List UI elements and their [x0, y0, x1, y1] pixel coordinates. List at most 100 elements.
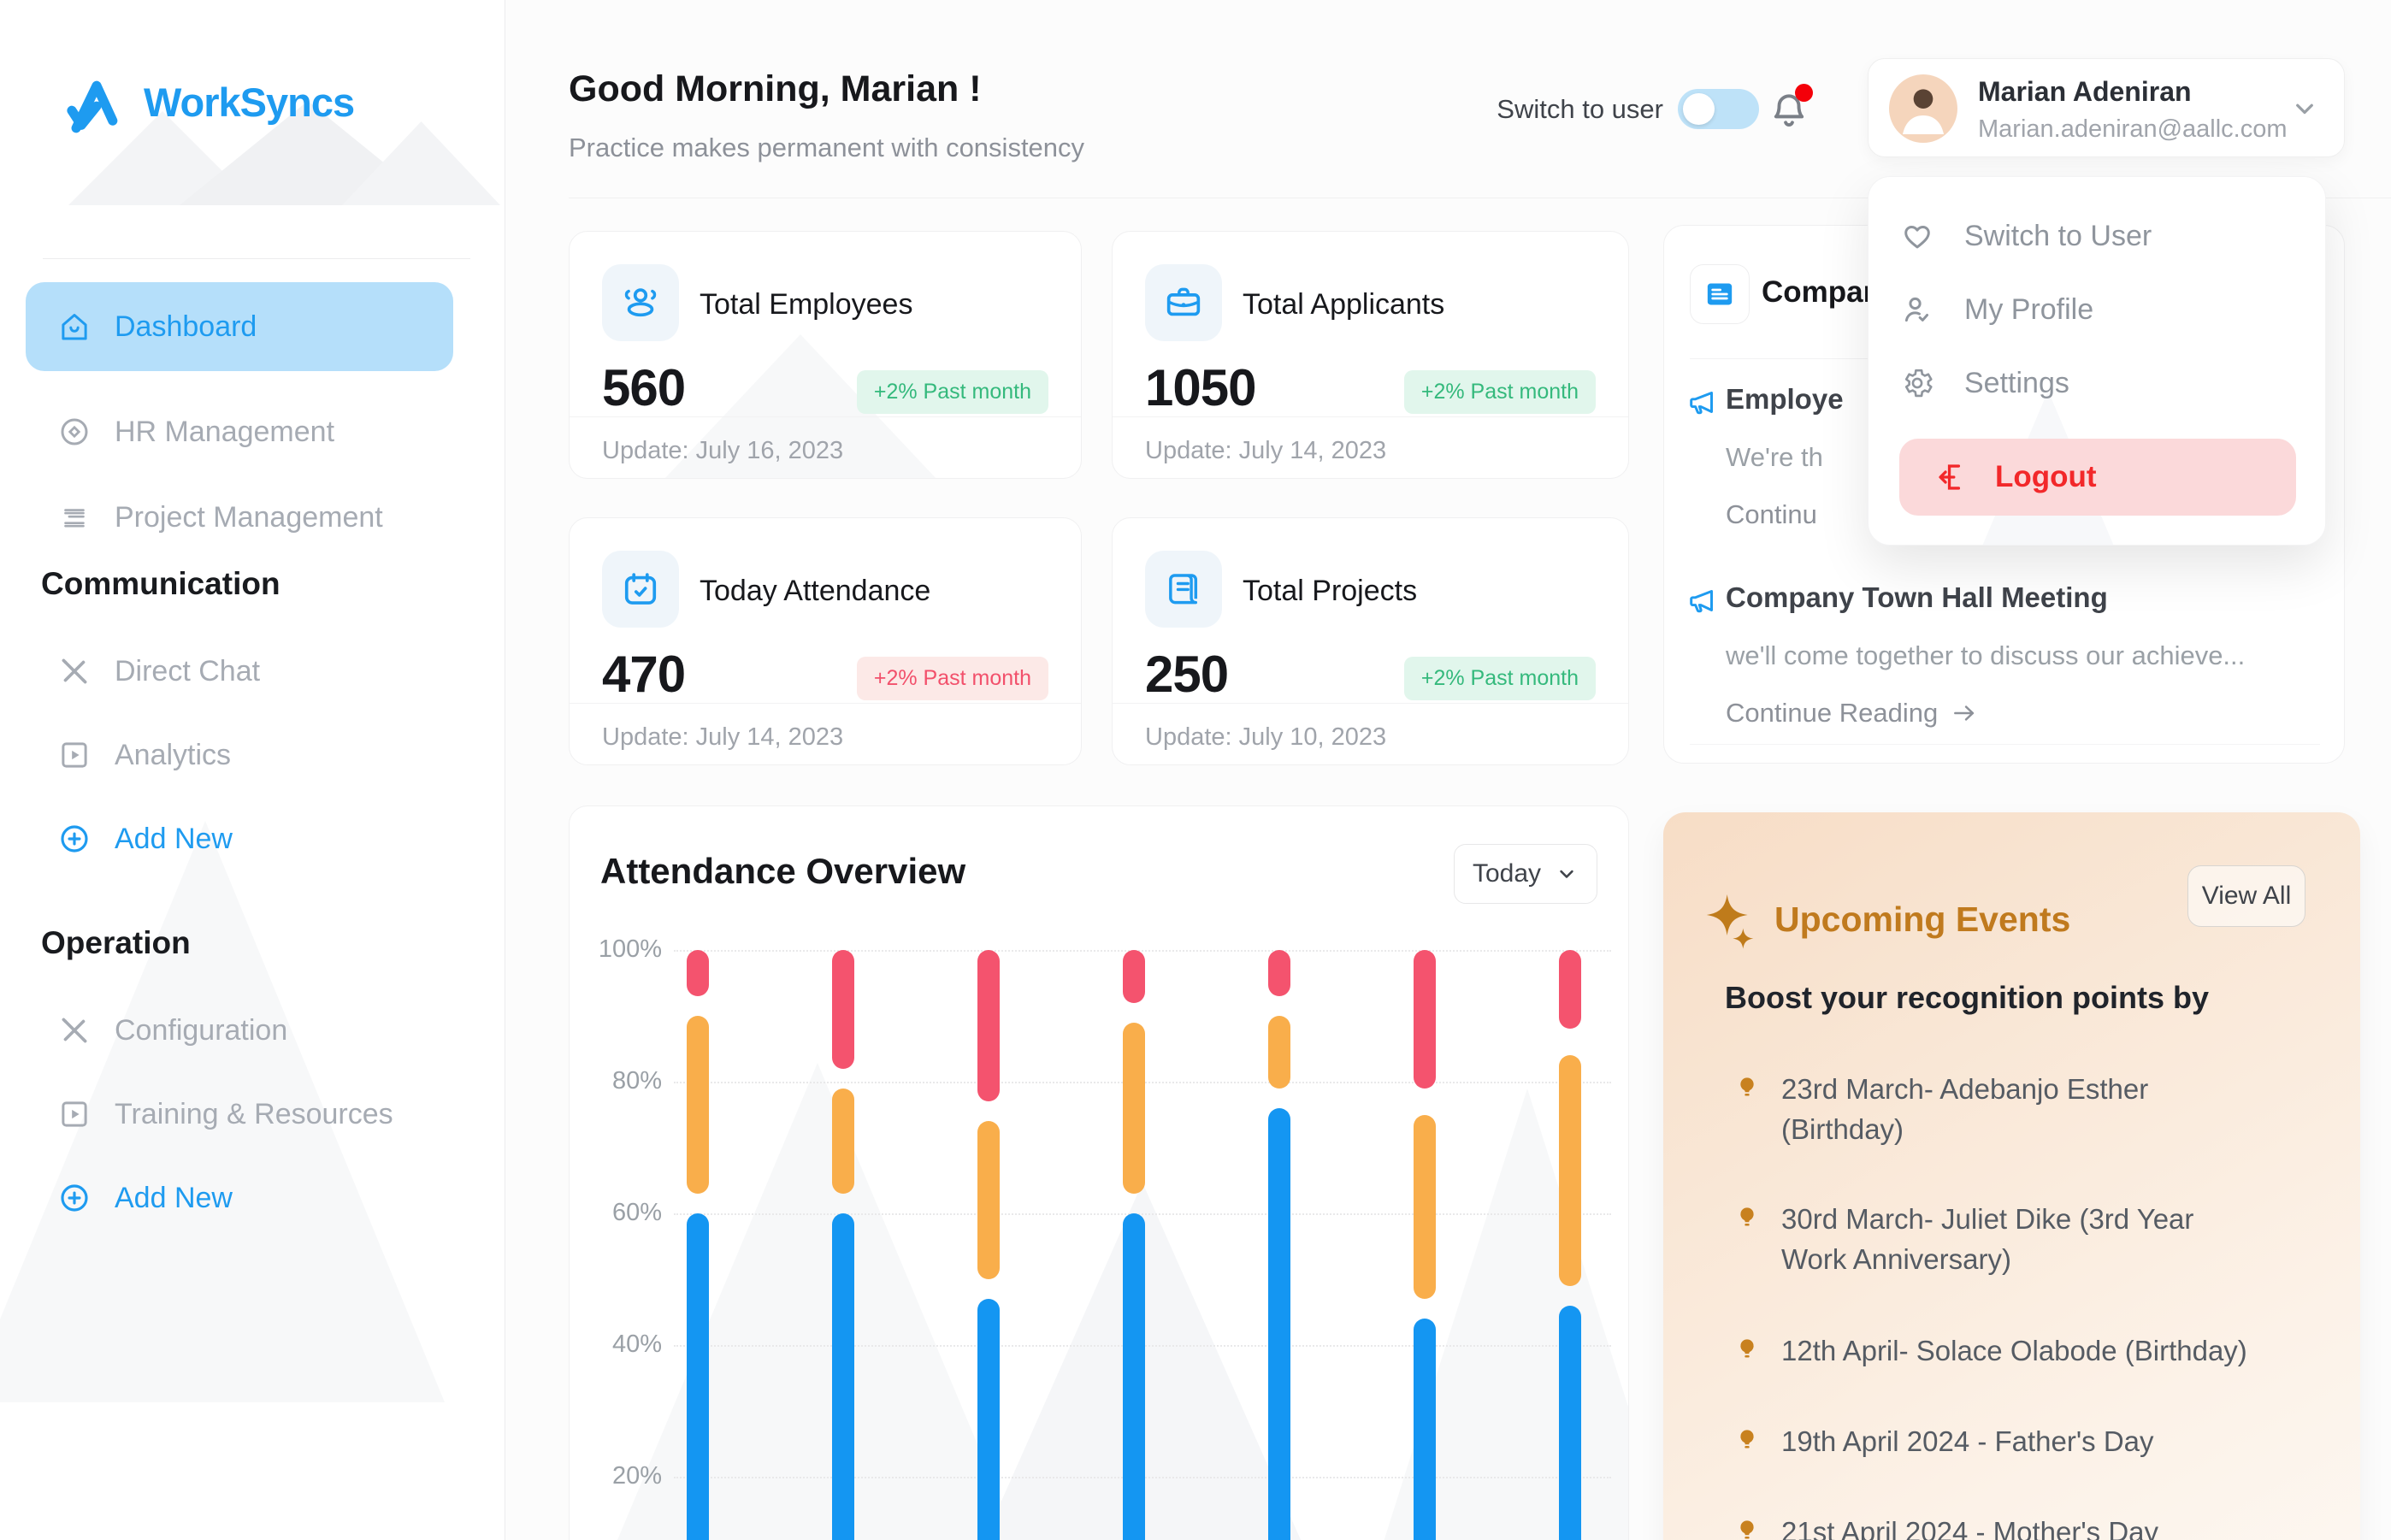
menu-item-settings[interactable]: Settings	[1899, 358, 2293, 408]
sidebar-item-add-new-operation[interactable]: Add New	[26, 1165, 453, 1231]
sidebar-item-analytics[interactable]: Analytics	[26, 722, 453, 788]
sidebar-item-label: HR Management	[115, 415, 335, 448]
y-axis-tick: 60%	[611, 1199, 662, 1226]
menu-item-label: My Profile	[1964, 292, 2094, 326]
page-greeting: Good Morning, Marian !	[569, 68, 982, 109]
heart-icon	[1904, 226, 1930, 249]
stat-card-total-employees: Total Employees 560 +2% Past month Updat…	[569, 231, 1082, 479]
menu-item-my-profile[interactable]: My Profile	[1899, 285, 2293, 334]
logout-label: Logout	[1995, 460, 2097, 493]
link-label: Continu	[1726, 499, 1817, 529]
stat-card-today-attendance: Today Attendance 470 +2% Past month Upda…	[569, 517, 1082, 765]
gridline	[674, 950, 1611, 952]
attendance-overview-card: Attendance Overview Today 100% 80% 60% 40% 2…	[569, 805, 1629, 1540]
y-axis-tick: 20%	[611, 1462, 662, 1490]
announcement-continue-link[interactable]: Continue Reading	[1726, 698, 1979, 729]
sidebar-item-label: Add New	[115, 1181, 233, 1214]
menu-item-switch-to-user[interactable]: Switch to User	[1899, 211, 2293, 261]
megaphone-icon	[1685, 583, 1721, 619]
plus-circle-icon	[56, 1180, 92, 1216]
bar-segment-top-segment	[1559, 950, 1581, 1030]
switch-to-user-toggle[interactable]	[1678, 89, 1759, 129]
megaphone-icon	[1685, 385, 1721, 421]
chart-range-select[interactable]: Today	[1454, 844, 1597, 904]
event-text: (Birthday)	[1781, 1113, 1904, 1145]
sidebar-item-label: Direct Chat	[115, 654, 261, 687]
lightbulb-icon	[1740, 1430, 1754, 1449]
event-item: 21st April 2024 - Mother's Day	[1732, 1512, 2158, 1540]
tools-icon	[56, 653, 92, 689]
sidebar-divider	[43, 258, 470, 259]
stat-update: Update: July 14, 2023	[1145, 437, 1387, 464]
bar-segment-bottom-segment	[1559, 1305, 1581, 1540]
view-all-button[interactable]: View All	[2187, 865, 2305, 927]
chevron-down-icon[interactable]	[2289, 93, 2320, 124]
sidebar-item-project-management[interactable]: Project Management	[26, 484, 453, 551]
notifications-button[interactable]	[1767, 84, 1815, 139]
play-square-icon	[56, 737, 92, 773]
stat-title: Total Employees	[700, 288, 913, 321]
stat-update: Update: July 16, 2023	[602, 437, 844, 464]
event-text: 19th April 2024 - Father's Day	[1781, 1425, 2154, 1457]
sidebar-item-dashboard[interactable]: Dashboard	[26, 282, 453, 371]
logout-icon	[1939, 464, 1961, 490]
scroll-icon	[1145, 551, 1222, 628]
bar-segment-top-segment	[1268, 950, 1290, 996]
lightbulb-icon	[1740, 1520, 1754, 1539]
stat-update: Update: July 10, 2023	[1145, 723, 1387, 751]
sidebar-item-label: Project Management	[115, 500, 383, 534]
announcement-title: Company Town Hall Meeting	[1726, 581, 2108, 613]
event-text: 12th April- Solace Olabode (Birthday)	[1781, 1335, 2247, 1366]
stat-badge: +2% Past month	[856, 657, 1048, 700]
chart-title: Attendance Overview	[600, 851, 966, 891]
announcement-body: we'll come together to discuss our achie…	[1726, 640, 2246, 670]
user-menu-trigger[interactable]: Marian Adeniran Marian.adeniran@aallc.co…	[1868, 58, 2345, 157]
lightbulb-icon	[1740, 1339, 1754, 1358]
bar-segment-bottom-segment	[832, 1213, 854, 1540]
event-item: 19th April 2024 - Father's Day	[1732, 1421, 2154, 1461]
avatar	[1889, 74, 1957, 143]
play-square-icon	[56, 1096, 92, 1132]
stat-badge: +2% Past month	[1403, 657, 1596, 700]
sidebar-item-label: Configuration	[115, 1013, 288, 1047]
switch-to-user-label: Switch to user	[1497, 94, 1663, 124]
announcement-title: Employe	[1726, 383, 1844, 415]
event-text: 30rd March- Juliet Dike (3rd Year	[1781, 1203, 2194, 1235]
bar-segment-bottom-segment	[1414, 1319, 1436, 1540]
document-icon	[1690, 264, 1750, 324]
sidebar-section-operation: Operation	[41, 925, 191, 960]
events-heading: Boost your recognition points by	[1725, 980, 2209, 1015]
sidebar-item-label: Training & Resources	[115, 1097, 393, 1130]
card-divider	[1113, 703, 1628, 704]
list-icon	[56, 499, 92, 535]
y-axis-tick: 80%	[611, 1067, 662, 1095]
sidebar: WorkSyncs Dashboard HR Management Projec…	[0, 0, 505, 1540]
menu-item-label: Settings	[1964, 366, 2069, 399]
plus-circle-icon	[56, 821, 92, 857]
home-icon	[56, 309, 92, 345]
bar-segment-bottom-segment	[977, 1299, 1000, 1540]
target-icon	[56, 414, 92, 450]
sidebar-item-training-resources[interactable]: Training & Resources	[26, 1081, 453, 1148]
sidebar-item-add-new-communication[interactable]: Add New	[26, 805, 453, 872]
bar-segment-top-segment	[687, 950, 709, 996]
sidebar-item-direct-chat[interactable]: Direct Chat	[26, 638, 453, 705]
bar-segment-middle-segment	[977, 1121, 1000, 1279]
profile-dropdown-menu: Switch to User My Profile Settings Logou…	[1868, 176, 2326, 546]
sidebar-item-configuration[interactable]: Configuration	[26, 997, 453, 1064]
sidebar-section-communication: Communication	[41, 566, 280, 601]
upcoming-events-card: Upcoming Events View All Boost your reco…	[1663, 812, 2360, 1540]
stat-title: Today Attendance	[700, 575, 931, 607]
bar-segment-middle-segment	[1268, 1016, 1290, 1089]
calendar-check-icon	[602, 551, 679, 628]
logout-button[interactable]: Logout	[1899, 439, 2296, 516]
user-email: Marian.adeniran@aallc.com	[1978, 115, 2288, 143]
bar-segment-middle-segment	[687, 1016, 709, 1194]
link-label: Continue Reading	[1726, 698, 1939, 728]
sidebar-item-hr-management[interactable]: HR Management	[26, 398, 453, 465]
announcement-continue-link[interactable]: Continu	[1726, 499, 1817, 530]
bar-segment-top-segment	[1123, 950, 1145, 1003]
bar-segment-bottom-segment	[687, 1213, 709, 1540]
events-title: Upcoming Events	[1774, 900, 2071, 939]
